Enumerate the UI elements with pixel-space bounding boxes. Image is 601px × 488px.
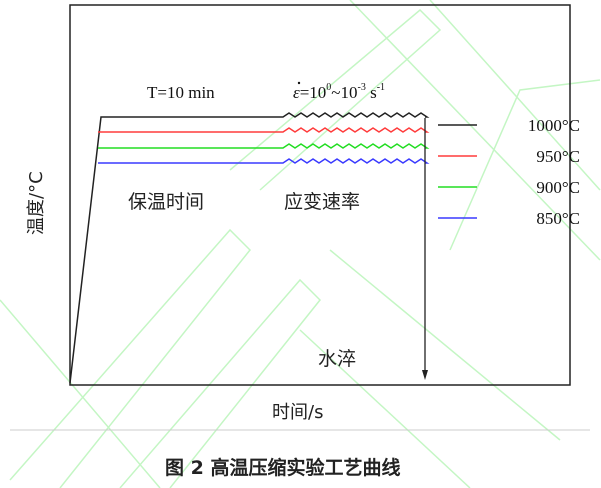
figure-caption: 图 2 高温压缩实验工艺曲线 bbox=[165, 456, 400, 479]
quench-arrow-icon bbox=[422, 370, 428, 380]
legend-label: 850°C bbox=[536, 209, 580, 228]
quench-text: 水淬 bbox=[318, 348, 356, 370]
hold-time-label: T=10 min bbox=[147, 83, 215, 102]
legend-label: 900°C bbox=[536, 178, 580, 197]
curve-850c bbox=[98, 158, 430, 164]
x-axis-label: 时间/s bbox=[272, 402, 323, 423]
curve-900c bbox=[98, 143, 430, 149]
legend-label: 1000°C bbox=[528, 116, 580, 135]
strain-rate-label: ε=100~10-3 s-1 bbox=[293, 82, 385, 102]
legend-label: 950°C bbox=[536, 147, 580, 166]
y-axis-label: 温度/°C bbox=[26, 171, 47, 235]
strain-rate-text: 应变速率 bbox=[284, 191, 360, 213]
curve-1000c bbox=[69, 112, 430, 384]
plot-frame bbox=[69, 4, 571, 386]
curve-950c bbox=[98, 127, 430, 133]
hold-time-text: 保温时间 bbox=[128, 191, 204, 213]
